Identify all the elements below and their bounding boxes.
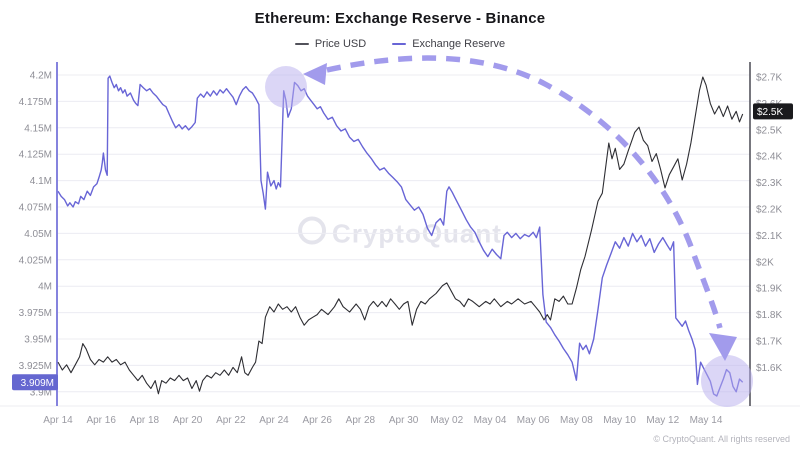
- right-axis-tick-label: $2.4K: [756, 152, 782, 163]
- legend-label: Exchange Reserve: [412, 38, 506, 50]
- chart-title: Ethereum: Exchange Reserve - Binance: [254, 10, 546, 27]
- x-axis-tick-label: Apr 14: [43, 415, 73, 426]
- right-axis-current-badge-label: $2.5K: [757, 107, 783, 118]
- left-axis-tick-label: 4.025M: [19, 255, 52, 266]
- legend-dash-icon: [392, 43, 407, 45]
- right-axis-tick-label: $1.7K: [756, 337, 782, 348]
- right-axis-tick-label: $2.7K: [756, 73, 782, 84]
- left-axis-tick-label: 4.125M: [19, 150, 52, 161]
- left-axis-tick-label: 3.9M: [30, 387, 52, 398]
- right-axis-current-badge: [753, 103, 793, 120]
- chart-legend: Price USD Exchange Reserve: [0, 38, 800, 50]
- x-axis-tick-label: May 06: [517, 415, 550, 426]
- left-axis-tick-label: 4.05M: [24, 229, 52, 240]
- x-axis-tick-label: Apr 28: [346, 415, 376, 426]
- series-line-exchange-reserve: [57, 75, 744, 397]
- left-axis-tick-label: 3.95M: [24, 335, 52, 346]
- legend-item-price-usd[interactable]: Price USD: [294, 38, 367, 50]
- legend-item-exchange-reserve[interactable]: Exchange Reserve: [392, 38, 505, 50]
- highlight-circle-2: [701, 355, 753, 407]
- right-axis-tick-label: $2.2K: [756, 205, 782, 216]
- arrowhead-start-icon: [303, 63, 327, 85]
- trend-arrow: [326, 55, 723, 329]
- x-axis-tick-label: Apr 26: [302, 415, 332, 426]
- x-axis-tick-label: Apr 20: [173, 415, 203, 426]
- series-line-price-usd: [57, 76, 744, 395]
- x-axis-tick-label: Apr 22: [216, 415, 246, 426]
- x-axis-tick-label: Apr 30: [389, 415, 419, 426]
- left-axis-current-badge: [12, 374, 58, 391]
- arrowhead-end-icon: [709, 333, 737, 361]
- legend-label: Price USD: [314, 38, 367, 50]
- legend-dash-icon: [294, 43, 309, 45]
- right-axis-tick-label: $2K: [756, 257, 774, 268]
- x-axis-tick-label: Apr 24: [259, 415, 289, 426]
- right-axis-tick-label: $2.1K: [756, 231, 782, 242]
- left-axis-tick-label: 4.15M: [24, 123, 52, 134]
- left-axis-tick-label: 4.175M: [19, 97, 52, 108]
- left-axis-current-badge-label: 3.909M: [21, 378, 54, 389]
- left-axis-tick-label: 4M: [38, 282, 52, 293]
- x-axis-tick-label: Apr 18: [130, 415, 160, 426]
- right-axis-tick-label: $1.9K: [756, 284, 782, 295]
- left-axis-tick-label: 4.1M: [30, 176, 52, 187]
- left-axis-tick-label: 4.075M: [19, 203, 52, 214]
- x-axis-tick-label: May 04: [474, 415, 507, 426]
- copyright-note: © CryptoQuant. All rights reserved: [653, 434, 790, 444]
- x-axis-tick-label: May 02: [430, 415, 463, 426]
- left-axis-tick-label: 3.975M: [19, 308, 52, 319]
- highlight-circle-1: [265, 66, 307, 108]
- x-axis-tick-label: May 12: [646, 415, 679, 426]
- x-axis-tick-label: May 10: [603, 415, 636, 426]
- cryptoquant-logo-icon: [298, 216, 327, 245]
- x-axis-tick-label: Apr 16: [86, 415, 116, 426]
- right-axis-tick-label: $2.5K: [756, 125, 782, 136]
- right-axis-tick-label: $2.3K: [756, 178, 782, 189]
- x-axis-tick-label: May 14: [690, 415, 723, 426]
- right-axis-tick-label: $1.8K: [756, 310, 782, 321]
- left-axis-tick-label: 3.925M: [19, 361, 52, 372]
- x-axis-tick-label: May 08: [560, 415, 593, 426]
- left-axis-tick-label: 4.2M: [30, 71, 52, 82]
- right-axis-tick-label: $1.6K: [756, 363, 782, 374]
